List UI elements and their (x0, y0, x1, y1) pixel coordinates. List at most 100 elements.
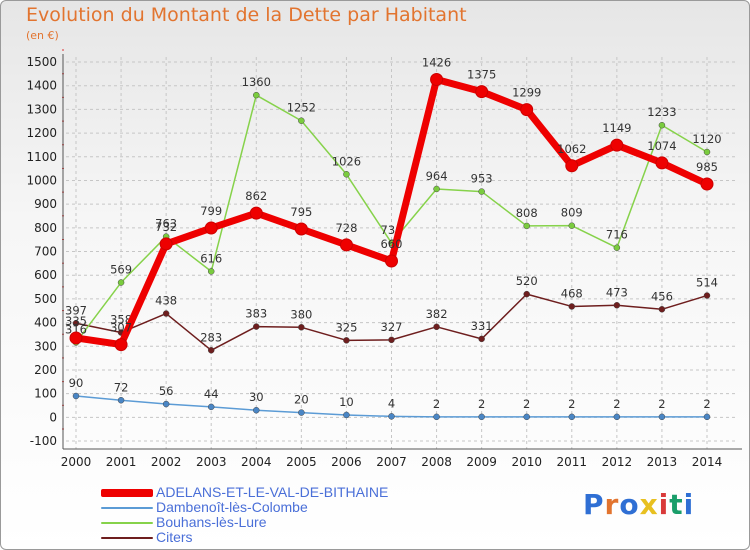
data-point-2[interactable] (253, 91, 260, 99)
data-point-1[interactable] (253, 323, 260, 330)
data-point-1[interactable] (207, 347, 215, 354)
data-point-2[interactable] (478, 188, 485, 195)
data-point-3[interactable] (565, 159, 579, 173)
data-point-2[interactable] (433, 185, 440, 193)
data-point-1[interactable] (568, 303, 576, 310)
data-point-1[interactable] (388, 336, 395, 344)
data-point-0[interactable] (298, 409, 305, 416)
y-tick-label: 700 (34, 245, 57, 259)
data-point-3[interactable] (204, 221, 218, 235)
data-label-0: 4 (388, 396, 395, 410)
legend-label: ADELANS-ET-LE-VAL-DE-BITHAINE (156, 484, 389, 500)
data-point-2[interactable] (207, 268, 215, 275)
data-point-3[interactable] (655, 156, 669, 170)
data-label-3: 307 (110, 321, 132, 335)
y-tick-label: -100 (30, 434, 57, 448)
data-label-3: 732 (155, 220, 177, 234)
data-point-1[interactable] (478, 335, 485, 343)
data-point-0[interactable] (388, 413, 395, 420)
data-point-3[interactable] (385, 254, 398, 268)
data-point-3[interactable] (475, 85, 489, 99)
data-label-3: 985 (696, 160, 718, 174)
data-point-3[interactable] (249, 206, 263, 220)
data-label-0: 20 (294, 393, 309, 407)
data-point-0[interactable] (433, 413, 440, 421)
x-tick-label: 2001 (106, 455, 137, 469)
x-tick-label: 2013 (647, 455, 678, 469)
data-point-2[interactable] (703, 148, 711, 156)
data-point-0[interactable] (658, 413, 666, 421)
data-point-0[interactable] (478, 413, 485, 421)
data-point-1[interactable] (613, 302, 621, 309)
data-label-2: 1252 (287, 101, 316, 115)
data-label-2: 616 (200, 251, 222, 265)
data-point-1[interactable] (658, 306, 666, 313)
data-point-0[interactable] (343, 411, 350, 419)
y-tick-label: 500 (34, 292, 57, 306)
data-label-3: 1299 (512, 86, 541, 100)
data-point-0[interactable] (568, 413, 576, 421)
data-point-0[interactable] (207, 403, 215, 411)
data-label-3: 795 (290, 205, 312, 219)
data-point-3[interactable] (69, 331, 83, 345)
data-point-1[interactable] (343, 337, 350, 344)
data-point-0[interactable] (613, 413, 621, 421)
y-tick-label: 400 (34, 316, 57, 330)
data-label-0: 30 (249, 390, 264, 404)
data-point-3[interactable] (520, 103, 534, 117)
data-label-1: 514 (696, 276, 718, 290)
data-label-1: 383 (245, 307, 267, 321)
data-point-2[interactable] (298, 117, 305, 124)
data-label-2: 1120 (692, 132, 721, 146)
data-point-0[interactable] (253, 406, 260, 414)
data-point-3[interactable] (430, 73, 444, 87)
data-point-2[interactable] (343, 171, 350, 178)
data-point-1[interactable] (433, 323, 440, 331)
data-point-1[interactable] (162, 310, 170, 317)
data-point-3[interactable] (339, 238, 353, 252)
legend-label: Dambenoît-lès-Colombe (156, 499, 308, 515)
data-label-3: 1074 (647, 139, 676, 153)
legend-swatch (101, 507, 153, 509)
y-tick-label: 1400 (26, 79, 57, 93)
data-point-3[interactable] (294, 222, 308, 236)
data-point-0[interactable] (523, 413, 530, 421)
data-point-1[interactable] (298, 324, 305, 331)
proxiti-logo: Proxiti (583, 488, 694, 521)
data-point-2[interactable] (523, 222, 530, 230)
data-point-3[interactable] (700, 177, 714, 191)
y-tick-label: 600 (34, 268, 57, 282)
y-tick-label: 1100 (26, 150, 57, 164)
data-label-0: 2 (658, 397, 665, 411)
unit-label: (en €) (26, 29, 59, 42)
data-point-3[interactable] (114, 338, 128, 352)
data-label-1: 358 (110, 313, 132, 327)
data-point-0[interactable] (162, 400, 170, 408)
data-point-2[interactable] (658, 121, 666, 129)
data-label-0: 56 (159, 384, 174, 398)
data-point-0[interactable] (72, 392, 80, 400)
data-label-0: 10 (339, 395, 354, 409)
legend-label: Bouhans-lès-Lure (156, 514, 267, 530)
y-tick-label: 900 (34, 197, 57, 211)
data-point-2[interactable] (613, 244, 621, 251)
data-label-1: 382 (426, 307, 448, 321)
data-point-0[interactable] (703, 413, 711, 421)
data-label-2: 763 (155, 217, 177, 231)
data-label-1: 331 (471, 319, 493, 333)
data-point-1[interactable] (523, 290, 530, 298)
data-label-2: 809 (561, 206, 583, 220)
data-point-2[interactable] (568, 222, 576, 229)
data-point-1[interactable] (703, 292, 711, 299)
data-point-2[interactable] (117, 279, 125, 286)
logo-letter: o (619, 488, 640, 521)
data-point-1[interactable] (72, 320, 80, 327)
x-tick-label: 2014 (692, 455, 723, 469)
data-label-1: 468 (561, 286, 583, 300)
y-tick-label: 0 (49, 410, 57, 424)
data-point-0[interactable] (117, 397, 125, 404)
data-label-1: 327 (381, 320, 403, 334)
data-point-3[interactable] (159, 237, 173, 251)
data-point-3[interactable] (610, 138, 624, 152)
